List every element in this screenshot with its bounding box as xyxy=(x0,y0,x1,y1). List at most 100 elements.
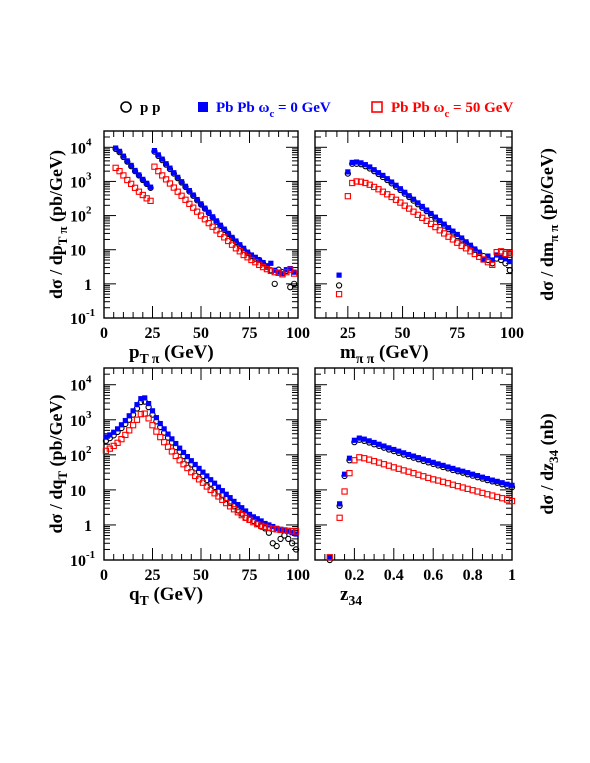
data-point-pbpb-0 xyxy=(241,245,247,251)
data-point-pbpb-0 xyxy=(219,488,225,494)
data-point-pbpb-0 xyxy=(210,214,216,220)
data-point-pbpb-0 xyxy=(337,501,343,507)
data-point-pbpb-0 xyxy=(410,196,417,202)
legend-marker-pbpb-0 xyxy=(198,102,208,112)
data-point-pbpb-0 xyxy=(336,272,342,278)
data-point-pbpb-50 xyxy=(133,416,141,423)
data-point-pbpb-0 xyxy=(406,193,412,199)
data-point-pbpb-50 xyxy=(128,180,135,187)
data-point-pbpb-0 xyxy=(134,402,140,408)
data-point-pbpb-50 xyxy=(213,227,220,234)
data-point-pbpb-0 xyxy=(111,429,117,435)
x-axis-label: z34 xyxy=(340,584,362,608)
data-point-pbpb-0 xyxy=(467,242,474,248)
data-point-pbpb-0 xyxy=(217,222,223,228)
data-point-pbpb-50 xyxy=(440,230,448,237)
data-point-pbpb-50 xyxy=(184,464,191,472)
data-point-pbpb-0 xyxy=(277,526,284,532)
data-point-pbpb-50 xyxy=(265,524,273,532)
data-point-pbpb-0 xyxy=(405,451,412,458)
data-point-pbpb-50 xyxy=(290,270,298,277)
legend-label: Pb Pb ωc = 0 GeV xyxy=(216,100,331,120)
data-point-pbpb-50 xyxy=(147,197,154,204)
data-point-pbpb-0 xyxy=(182,183,189,189)
data-point-pbpb-50 xyxy=(242,514,249,521)
data-point-pbpb-50 xyxy=(410,208,417,215)
data-point-pbpb-0 xyxy=(425,458,431,464)
x-tick-label: 0 xyxy=(100,325,108,342)
data-point-pbpb-0 xyxy=(384,176,390,182)
data-point-pbpb-0 xyxy=(243,508,249,514)
data-point-pbpb-50 xyxy=(225,237,232,245)
y-tick-label: 102 xyxy=(70,444,92,465)
y-tick-label: 102 xyxy=(70,205,92,226)
data-point-pbpb-50 xyxy=(149,422,156,429)
data-point-pbpb-50 xyxy=(188,469,195,476)
data-point-pbpb-0 xyxy=(366,438,372,444)
series-1 xyxy=(327,435,515,560)
data-point-pbpb-50 xyxy=(254,521,261,528)
data-point-pbpb-50 xyxy=(124,176,131,184)
data-point-pp xyxy=(285,535,292,543)
data-point-pbpb-50 xyxy=(362,179,369,187)
legend: p p Pb Pb ωc = 0 GeV Pb Pb ωc = 50 GeV xyxy=(120,100,513,120)
data-point-pbpb-50 xyxy=(236,248,243,255)
data-point-pbpb-0 xyxy=(346,455,353,461)
label-main: dσ / dp xyxy=(46,245,66,299)
data-point-pbpb-0 xyxy=(198,201,204,207)
data-point-pbpb-0 xyxy=(155,152,161,158)
label-main: z xyxy=(340,584,349,605)
data-point-pbpb-0 xyxy=(132,167,138,174)
data-point-pbpb-0 xyxy=(432,214,438,220)
data-point-pbpb-0 xyxy=(450,465,456,472)
y-tick-label: 10 xyxy=(70,483,86,500)
data-point-pbpb-0 xyxy=(169,436,175,442)
data-point-pp xyxy=(287,284,294,291)
label-subscript: T π xyxy=(140,351,160,366)
data-point-pbpb-0 xyxy=(480,257,487,263)
plot-frame xyxy=(103,367,299,561)
y-tick-label: 104 xyxy=(70,374,92,395)
data-point-pbpb-0 xyxy=(465,470,471,476)
data-point-pbpb-50 xyxy=(273,526,280,533)
label-suffix: (GeV) xyxy=(149,584,203,605)
data-point-pbpb-0 xyxy=(459,235,465,241)
data-point-pbpb-50 xyxy=(176,457,183,464)
data-point-pbpb-0 xyxy=(153,415,159,421)
data-point-pbpb-50 xyxy=(215,493,222,500)
data-point-pbpb-50 xyxy=(341,488,348,495)
data-point-pbpb-50 xyxy=(178,192,185,199)
data-point-pbpb-0 xyxy=(472,246,478,252)
data-point-pbpb-50 xyxy=(263,265,271,273)
series-2 xyxy=(335,178,513,298)
data-point-pbpb-50 xyxy=(502,250,509,258)
data-point-pbpb-0 xyxy=(142,395,148,401)
data-point-pbpb-50 xyxy=(159,172,166,179)
data-point-pbpb-0 xyxy=(175,174,181,180)
data-point-pbpb-50 xyxy=(157,433,164,441)
data-point-pbpb-50 xyxy=(195,476,203,483)
data-point-pbpb-0 xyxy=(507,258,513,265)
series-2 xyxy=(112,163,298,278)
data-point-pbpb-50 xyxy=(205,219,212,227)
plot-frame xyxy=(314,130,513,319)
data-point-pbpb-0 xyxy=(254,516,260,522)
data-point-pbpb-50 xyxy=(126,427,133,434)
data-point-pbpb-50 xyxy=(353,178,360,185)
y-tick-label: 103 xyxy=(70,170,92,191)
data-point-pbpb-50 xyxy=(180,461,187,468)
x-tick-label: 75 xyxy=(242,567,258,584)
data-point-pbpb-0 xyxy=(138,396,144,402)
x-tick-label: 25 xyxy=(340,325,356,342)
data-point-pbpb-0 xyxy=(393,182,399,188)
x-tick-label: 25 xyxy=(145,567,161,584)
x-tick-label: 100 xyxy=(500,325,524,342)
data-point-pp xyxy=(289,540,296,547)
data-point-pbpb-50 xyxy=(228,241,236,248)
data-point-pbpb-0 xyxy=(103,434,109,440)
label-subscript: c xyxy=(269,108,274,120)
y-tick-label: 1 xyxy=(84,518,92,535)
data-point-pbpb-0 xyxy=(144,180,150,186)
data-point-pbpb-0 xyxy=(463,239,469,245)
